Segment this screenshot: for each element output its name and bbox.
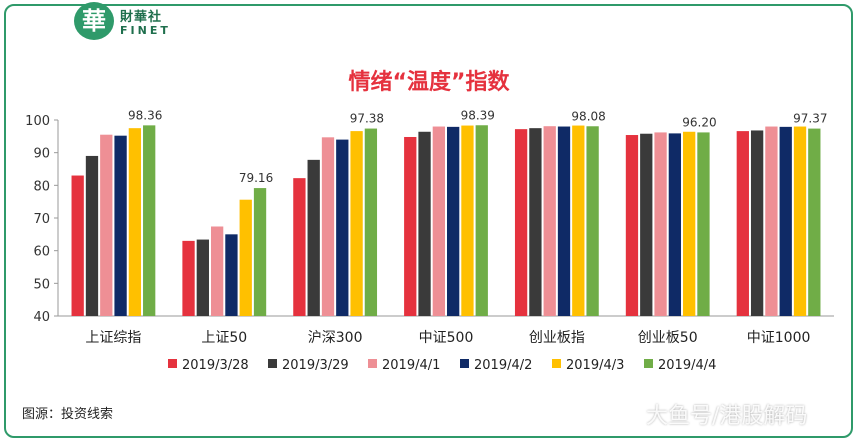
bar-3 bbox=[765, 126, 778, 317]
legend-swatch bbox=[552, 359, 561, 368]
bar-1 bbox=[71, 175, 84, 316]
bar-6 bbox=[253, 188, 267, 316]
legend-label: 2019/4/2 bbox=[474, 358, 532, 373]
bar-2 bbox=[640, 133, 653, 316]
bar-1 bbox=[736, 131, 749, 316]
legend-label: 2019/3/28 bbox=[182, 358, 249, 373]
data-label: 96.20 bbox=[682, 115, 716, 129]
bar-1 bbox=[404, 136, 417, 316]
data-label: 98.36 bbox=[128, 108, 162, 122]
bar-1 bbox=[514, 129, 528, 316]
y-tick-label: 80 bbox=[33, 179, 50, 194]
bar-4 bbox=[779, 126, 792, 316]
data-label: 79.16 bbox=[239, 171, 273, 185]
bar-3 bbox=[654, 132, 667, 316]
bar-5 bbox=[793, 126, 807, 317]
logo-chinese-name: 財華社 bbox=[120, 10, 163, 25]
bar-4 bbox=[557, 126, 571, 317]
y-tick-label: 70 bbox=[33, 212, 50, 227]
bar-3 bbox=[100, 134, 113, 316]
data-label: 97.37 bbox=[793, 112, 827, 126]
bar-6 bbox=[143, 125, 156, 316]
bar-2 bbox=[85, 155, 99, 316]
bar-6 bbox=[586, 126, 599, 316]
bar-4 bbox=[447, 126, 460, 316]
bar-2 bbox=[196, 239, 209, 316]
finet-logo: 華 財華社 FINET bbox=[74, 2, 194, 42]
watermark: 大鱼号/港股解码 bbox=[646, 404, 808, 429]
legend-swatch bbox=[644, 359, 653, 368]
bar-2 bbox=[529, 128, 542, 316]
bar-4 bbox=[336, 139, 349, 316]
bar-5 bbox=[128, 128, 142, 316]
legend-label: 2019/4/4 bbox=[658, 358, 716, 373]
source-caption: 图源：投资线索 bbox=[22, 407, 114, 422]
data-label: 98.39 bbox=[461, 108, 495, 122]
x-tick-label: 中证500 bbox=[419, 330, 474, 346]
bar-4 bbox=[668, 133, 682, 316]
x-tick-label: 创业板指 bbox=[529, 330, 585, 346]
bar-6 bbox=[364, 128, 378, 316]
bar-3 bbox=[210, 226, 224, 316]
y-tick-label: 50 bbox=[33, 277, 50, 292]
bar-6 bbox=[475, 125, 488, 316]
data-label: 98.08 bbox=[571, 109, 605, 123]
x-tick-label: 创业板50 bbox=[638, 330, 698, 346]
bar-2 bbox=[750, 130, 764, 316]
bar-3 bbox=[432, 126, 445, 317]
bar-4 bbox=[114, 135, 127, 316]
legend-label: 2019/3/29 bbox=[282, 358, 349, 373]
bar-3 bbox=[543, 126, 556, 316]
bar-2 bbox=[307, 159, 320, 316]
bar-1 bbox=[293, 178, 306, 316]
y-tick-label: 40 bbox=[33, 310, 50, 325]
legend-swatch bbox=[268, 359, 277, 368]
bar-4 bbox=[225, 234, 238, 316]
legend-swatch bbox=[168, 359, 177, 368]
y-tick-label: 90 bbox=[33, 147, 50, 162]
x-tick-label: 沪深300 bbox=[308, 330, 363, 346]
bar-5 bbox=[461, 125, 474, 316]
x-tick-label: 中证1000 bbox=[747, 330, 811, 346]
legend-label: 2019/4/1 bbox=[382, 358, 440, 373]
bar-2 bbox=[418, 131, 431, 316]
bar-1 bbox=[182, 240, 195, 316]
logo-mark-icon: 華 bbox=[74, 2, 114, 40]
legend-swatch bbox=[460, 359, 469, 368]
legend-swatch bbox=[368, 359, 377, 368]
x-tick-label: 上证50 bbox=[201, 330, 247, 346]
bar-5 bbox=[572, 125, 585, 316]
bar-1 bbox=[625, 135, 639, 316]
legend-label: 2019/4/3 bbox=[566, 358, 624, 373]
chart-title: 情绪“温度”指数 bbox=[349, 69, 511, 95]
x-tick-label: 上证综指 bbox=[85, 330, 141, 346]
y-tick-label: 100 bbox=[25, 114, 50, 129]
logo-english-name: FINET bbox=[120, 24, 171, 37]
bar-3 bbox=[321, 137, 335, 316]
bar-5 bbox=[350, 131, 363, 316]
y-tick-label: 60 bbox=[33, 245, 50, 260]
bar-6 bbox=[697, 132, 710, 316]
bar-5 bbox=[683, 131, 696, 316]
bar-6 bbox=[808, 128, 821, 316]
bar-5 bbox=[239, 199, 252, 316]
data-label: 97.38 bbox=[350, 112, 384, 126]
